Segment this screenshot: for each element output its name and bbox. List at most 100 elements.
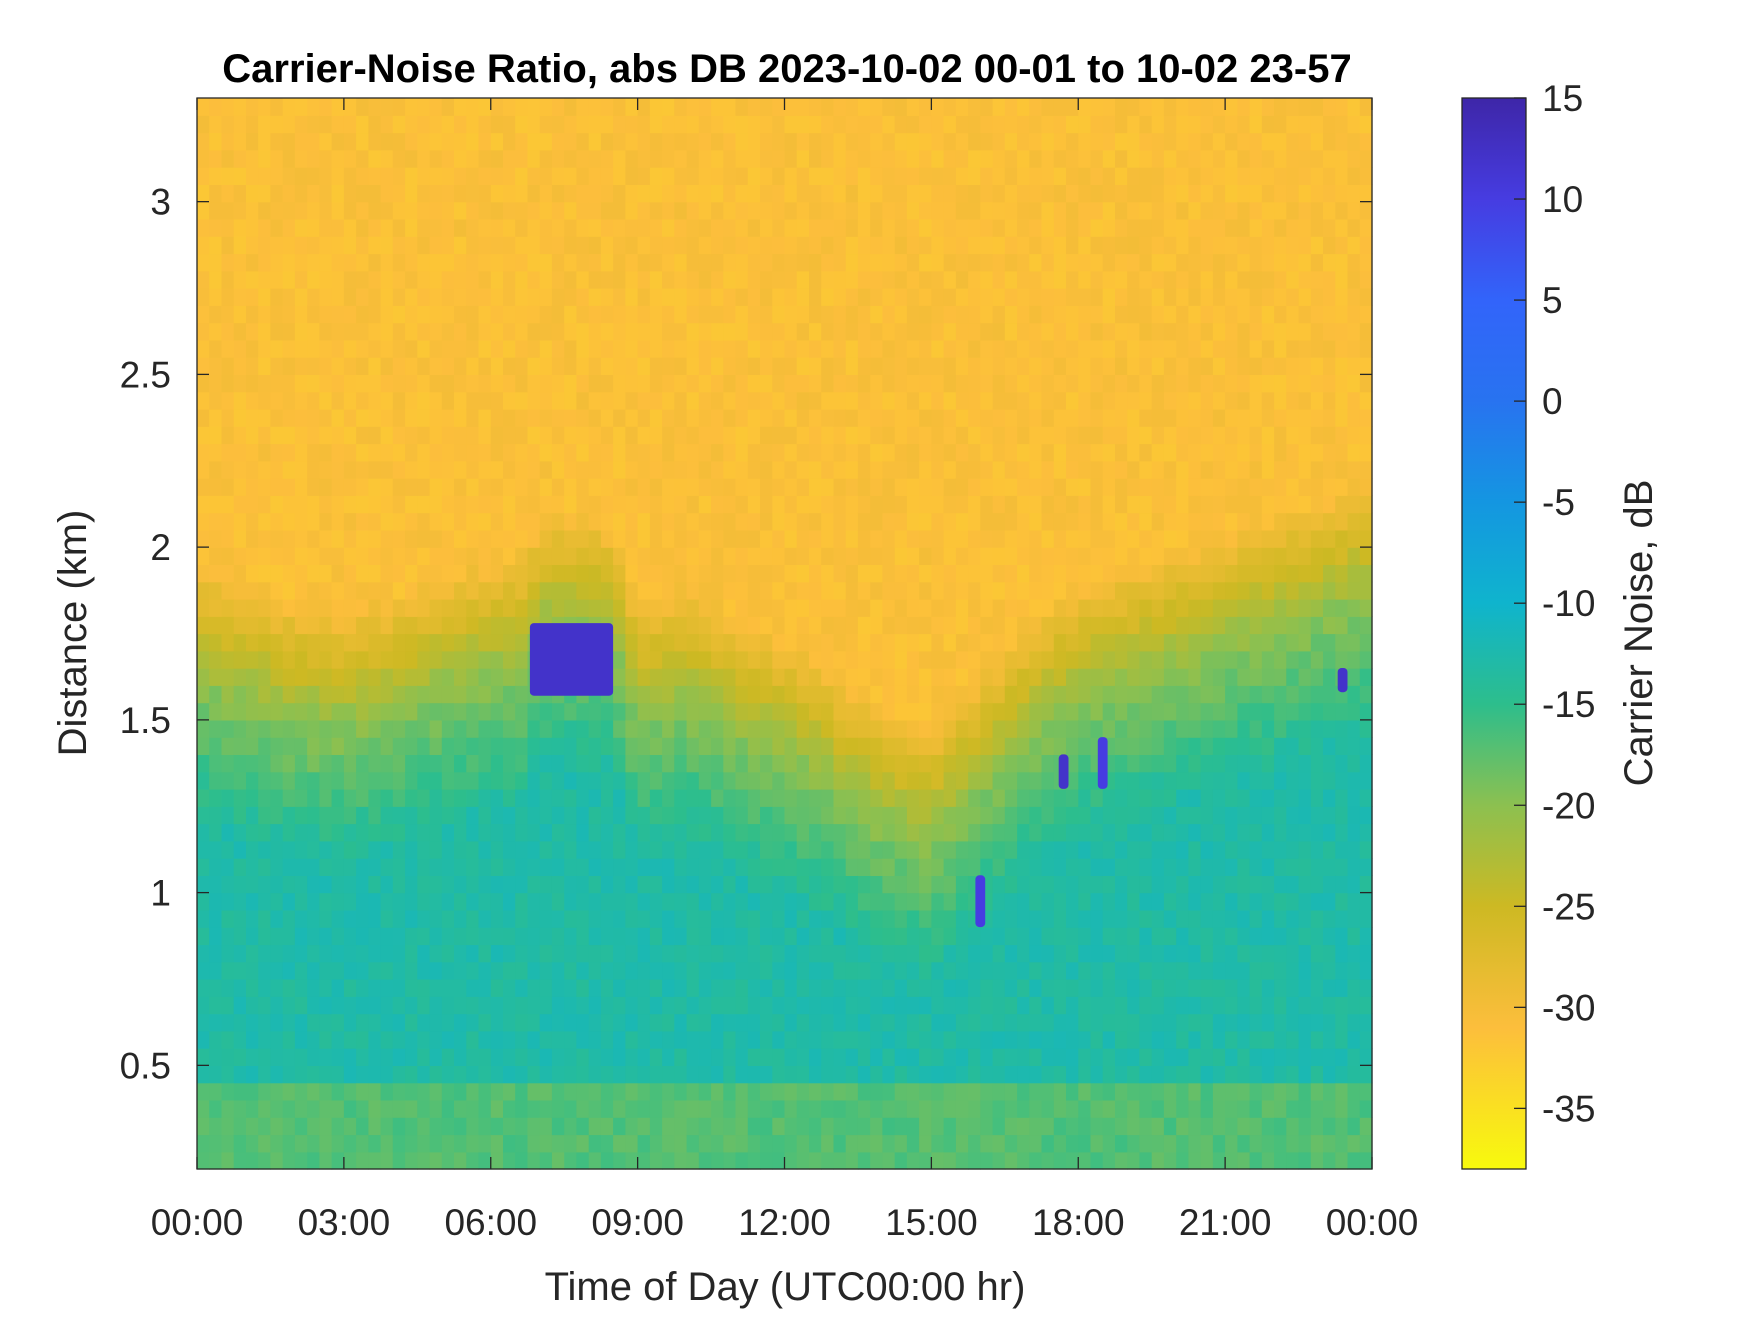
heatmap-cell — [1017, 858, 1030, 876]
heatmap-cell — [796, 823, 810, 842]
heatmap-cell — [686, 322, 700, 341]
heatmap-cell — [1004, 547, 1018, 565]
heatmap-cell — [539, 236, 553, 255]
heatmap-cell — [662, 668, 675, 686]
heatmap-cell — [784, 979, 798, 997]
heatmap-cell — [698, 184, 712, 203]
heatmap-cell — [955, 754, 969, 773]
heatmap-cell — [1115, 512, 1128, 531]
heatmap-cell — [270, 737, 284, 755]
heatmap-cell — [711, 1151, 724, 1170]
heatmap-cell — [221, 754, 235, 773]
heatmap-cell — [637, 875, 651, 894]
heatmap-cell — [490, 581, 504, 600]
heatmap-cell — [906, 478, 920, 496]
heatmap-cell — [882, 685, 896, 704]
heatmap-cell — [649, 1151, 663, 1170]
heatmap-cell — [894, 858, 908, 876]
heatmap-cell — [368, 685, 382, 704]
heatmap-cell — [955, 1082, 969, 1101]
heatmap-cell — [343, 1048, 357, 1066]
heatmap-cell — [600, 892, 614, 911]
heatmap-cell — [1053, 737, 1067, 755]
heatmap-cell — [747, 443, 761, 462]
heatmap-cell — [943, 1151, 957, 1170]
heatmap-cell — [772, 840, 786, 859]
heatmap-cell — [1029, 253, 1043, 272]
heatmap-cell — [588, 1134, 602, 1153]
heatmap-cell — [796, 115, 810, 134]
heatmap-cell — [1102, 1048, 1116, 1066]
heatmap-cell — [1066, 1099, 1079, 1118]
heatmap-cell — [503, 858, 516, 876]
heatmap-cell — [1053, 391, 1067, 410]
heatmap-cell — [343, 875, 357, 894]
heatmap-cell — [980, 236, 994, 255]
heatmap-cell — [551, 426, 565, 445]
heatmap-cell — [845, 840, 859, 859]
heatmap-cell — [1127, 167, 1140, 185]
heatmap-cell — [1053, 512, 1067, 531]
heatmap-cell — [600, 927, 614, 946]
heatmap-cell — [294, 1013, 308, 1032]
heatmap-cell — [882, 547, 896, 565]
heatmap-cell — [943, 391, 957, 410]
heatmap-cell — [1066, 460, 1079, 479]
heatmap-cell — [919, 218, 932, 237]
heatmap-cell — [551, 322, 565, 341]
heatmap-cell — [551, 547, 565, 565]
heatmap-cell — [943, 702, 957, 721]
heatmap-cell — [1017, 823, 1030, 842]
heatmap-cell — [882, 719, 896, 738]
heatmap-cell — [319, 685, 333, 704]
heatmap-cell — [1163, 512, 1177, 531]
heatmap-cell — [1029, 1117, 1043, 1136]
heatmap-cell — [747, 495, 761, 514]
heatmap-cell — [968, 633, 981, 652]
heatmap-cell — [576, 979, 590, 997]
heatmap-cell — [674, 858, 688, 876]
heatmap-cell — [454, 253, 467, 272]
heatmap-cell — [906, 599, 920, 617]
heatmap-cell — [417, 685, 431, 704]
heatmap-cell — [1017, 288, 1030, 306]
heatmap-cell — [441, 927, 455, 946]
heatmap-cell — [539, 702, 553, 721]
heatmap-cell — [943, 167, 957, 185]
heatmap-cell — [1102, 1099, 1116, 1118]
heatmap-cell — [931, 270, 945, 289]
heatmap-cell — [735, 650, 749, 669]
heatmap-cell — [1066, 702, 1079, 721]
heatmap-cell — [233, 892, 247, 911]
heatmap-cell — [857, 426, 871, 445]
heatmap-cell — [662, 305, 675, 324]
heatmap-cell — [331, 668, 345, 686]
heatmap-cell — [796, 236, 810, 255]
heatmap-cell — [429, 149, 443, 168]
heatmap-cell — [662, 806, 675, 825]
heatmap-cell — [906, 288, 920, 306]
heatmap-cell — [429, 1030, 443, 1049]
heatmap-cell — [809, 408, 822, 427]
heatmap-cell — [625, 529, 639, 548]
heatmap-cell — [429, 806, 443, 825]
heatmap-cell — [894, 184, 908, 203]
heatmap-cell — [1127, 357, 1140, 375]
heatmap-cell — [221, 374, 235, 393]
heatmap-cell — [968, 270, 981, 289]
heatmap-cell — [1102, 1151, 1116, 1170]
heatmap-cell — [1151, 529, 1165, 548]
heatmap-cell — [368, 288, 382, 306]
heatmap-cell — [270, 547, 284, 565]
heatmap-cell — [1151, 927, 1165, 946]
heatmap-cell — [539, 218, 553, 237]
heatmap-cell — [735, 305, 749, 324]
heatmap-cell — [197, 149, 210, 168]
heatmap-cell — [294, 789, 308, 807]
heatmap-cell — [857, 460, 871, 479]
heatmap-cell — [392, 547, 406, 565]
heatmap-cell — [845, 806, 859, 825]
heatmap-cell — [576, 996, 590, 1015]
heatmap-cell — [1078, 201, 1092, 220]
